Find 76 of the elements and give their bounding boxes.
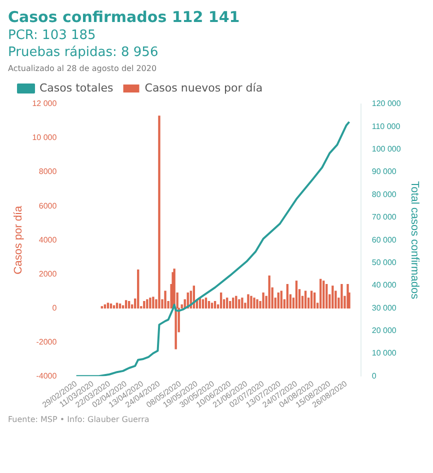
y-axis-title: Casos por día xyxy=(12,204,25,274)
y2-tick-label: 90 000 xyxy=(372,167,397,176)
bar xyxy=(238,299,240,308)
bar xyxy=(158,116,160,308)
bar xyxy=(250,296,252,308)
y2-tick-label: 120 000 xyxy=(372,99,402,108)
y-tick-label: -4000 xyxy=(36,371,58,380)
bar xyxy=(326,284,328,308)
y-tick-label: -2000 xyxy=(36,337,58,346)
bar xyxy=(152,296,154,308)
bar xyxy=(208,300,210,308)
y-tick-label: 10 000 xyxy=(32,133,58,142)
y-tick-label: 12 000 xyxy=(32,99,58,108)
y-tick-label: 8000 xyxy=(38,167,58,176)
y2-tick-label: 80 000 xyxy=(372,190,397,199)
y2-tick-label: 50 000 xyxy=(372,258,397,267)
bar xyxy=(202,299,204,308)
y-tick-label: 2000 xyxy=(38,269,58,278)
bar xyxy=(204,298,208,308)
bar xyxy=(226,298,228,308)
source-note: Fuente: MSP • Info: Glauber Guerra xyxy=(8,415,150,424)
bar xyxy=(128,300,130,308)
bar xyxy=(106,302,110,308)
text: Pruebas rápidas: 8 956 xyxy=(8,45,160,60)
y2-tick-label: 20 000 xyxy=(372,326,397,336)
y2-tick-label: 30 000 xyxy=(372,303,397,312)
bar xyxy=(146,299,148,308)
y2-tick-label: 10 000 xyxy=(372,348,397,358)
bar xyxy=(229,300,232,308)
bar xyxy=(164,290,166,308)
bar xyxy=(295,280,298,308)
bar xyxy=(149,298,152,308)
y-tick-label: 6000 xyxy=(38,201,58,210)
chart-subtitle: PCR: 103 185 xyxy=(8,28,97,43)
bar xyxy=(143,300,146,308)
bar xyxy=(210,302,214,308)
legend-label: Casos totales xyxy=(40,81,114,94)
bar xyxy=(340,284,343,308)
bar xyxy=(104,304,106,308)
bar xyxy=(277,292,280,308)
y2-tick-label: 70 000 xyxy=(372,212,397,222)
bar xyxy=(322,280,325,308)
bar xyxy=(214,300,216,308)
bar xyxy=(124,300,128,308)
bar xyxy=(253,298,256,308)
bar xyxy=(320,278,322,308)
bar xyxy=(220,292,222,308)
y2-axis-title: Total casos confirmados xyxy=(408,181,420,300)
bar xyxy=(110,304,112,308)
y2-tick-label: 100 000 xyxy=(372,144,402,154)
bar xyxy=(262,292,264,308)
bar xyxy=(116,302,118,308)
y-tick-label: 0 xyxy=(52,303,58,312)
legend-label: Casos nuevos por día xyxy=(144,81,263,94)
bar xyxy=(247,294,250,308)
bar xyxy=(268,275,270,308)
bar xyxy=(256,299,258,308)
bar xyxy=(232,298,234,308)
bar xyxy=(286,284,288,308)
bar xyxy=(137,270,140,308)
chart-title: Casos confirmados 112 141 xyxy=(8,8,241,26)
y2-tick-label: 0 xyxy=(372,371,377,380)
bar xyxy=(304,290,307,308)
bar xyxy=(313,292,316,308)
bar xyxy=(332,286,334,308)
y2-tick-label: 110 000 xyxy=(372,122,401,131)
y2-tick-label: 60 000 xyxy=(372,235,397,244)
bar xyxy=(112,305,116,308)
y-tick-label: 4000 xyxy=(38,235,58,244)
y2-tick-label: 40 000 xyxy=(372,280,397,290)
bar xyxy=(118,304,122,308)
text: Actualizado al 28 de agosto del 2020 xyxy=(8,64,158,73)
bar xyxy=(280,290,282,308)
bar xyxy=(241,298,244,308)
bar xyxy=(310,290,313,308)
bar xyxy=(235,296,238,308)
